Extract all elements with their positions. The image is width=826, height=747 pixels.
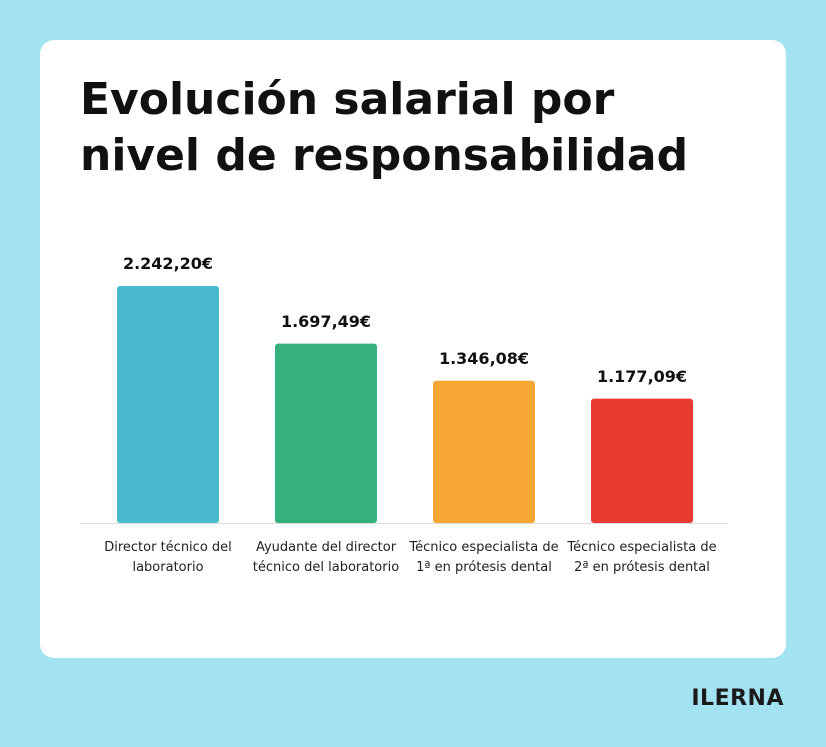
bar [117,286,219,523]
value-label: 1.697,49€ [280,311,372,331]
x-tick-label: Director técnico del laboratorio [104,540,232,575]
value-label: 1.177,09€ [596,366,688,386]
value-label: 1.346,08€ [438,348,530,368]
bar [591,398,693,523]
x-tick-label: Ayudante del director técnico del labora… [252,540,400,575]
x-tick-label: Técnico especialista de 2ª en prótesis d… [567,540,717,575]
chart-title: Evolución salarial por nivel de responsa… [80,74,689,181]
bar [433,380,535,523]
value-label: 2.242,20€ [122,254,214,273]
brand-logo: ILERNA [691,686,784,711]
bar [275,343,377,523]
x-tick-label: Técnico especialista de 1ª en prótesis d… [409,540,559,575]
